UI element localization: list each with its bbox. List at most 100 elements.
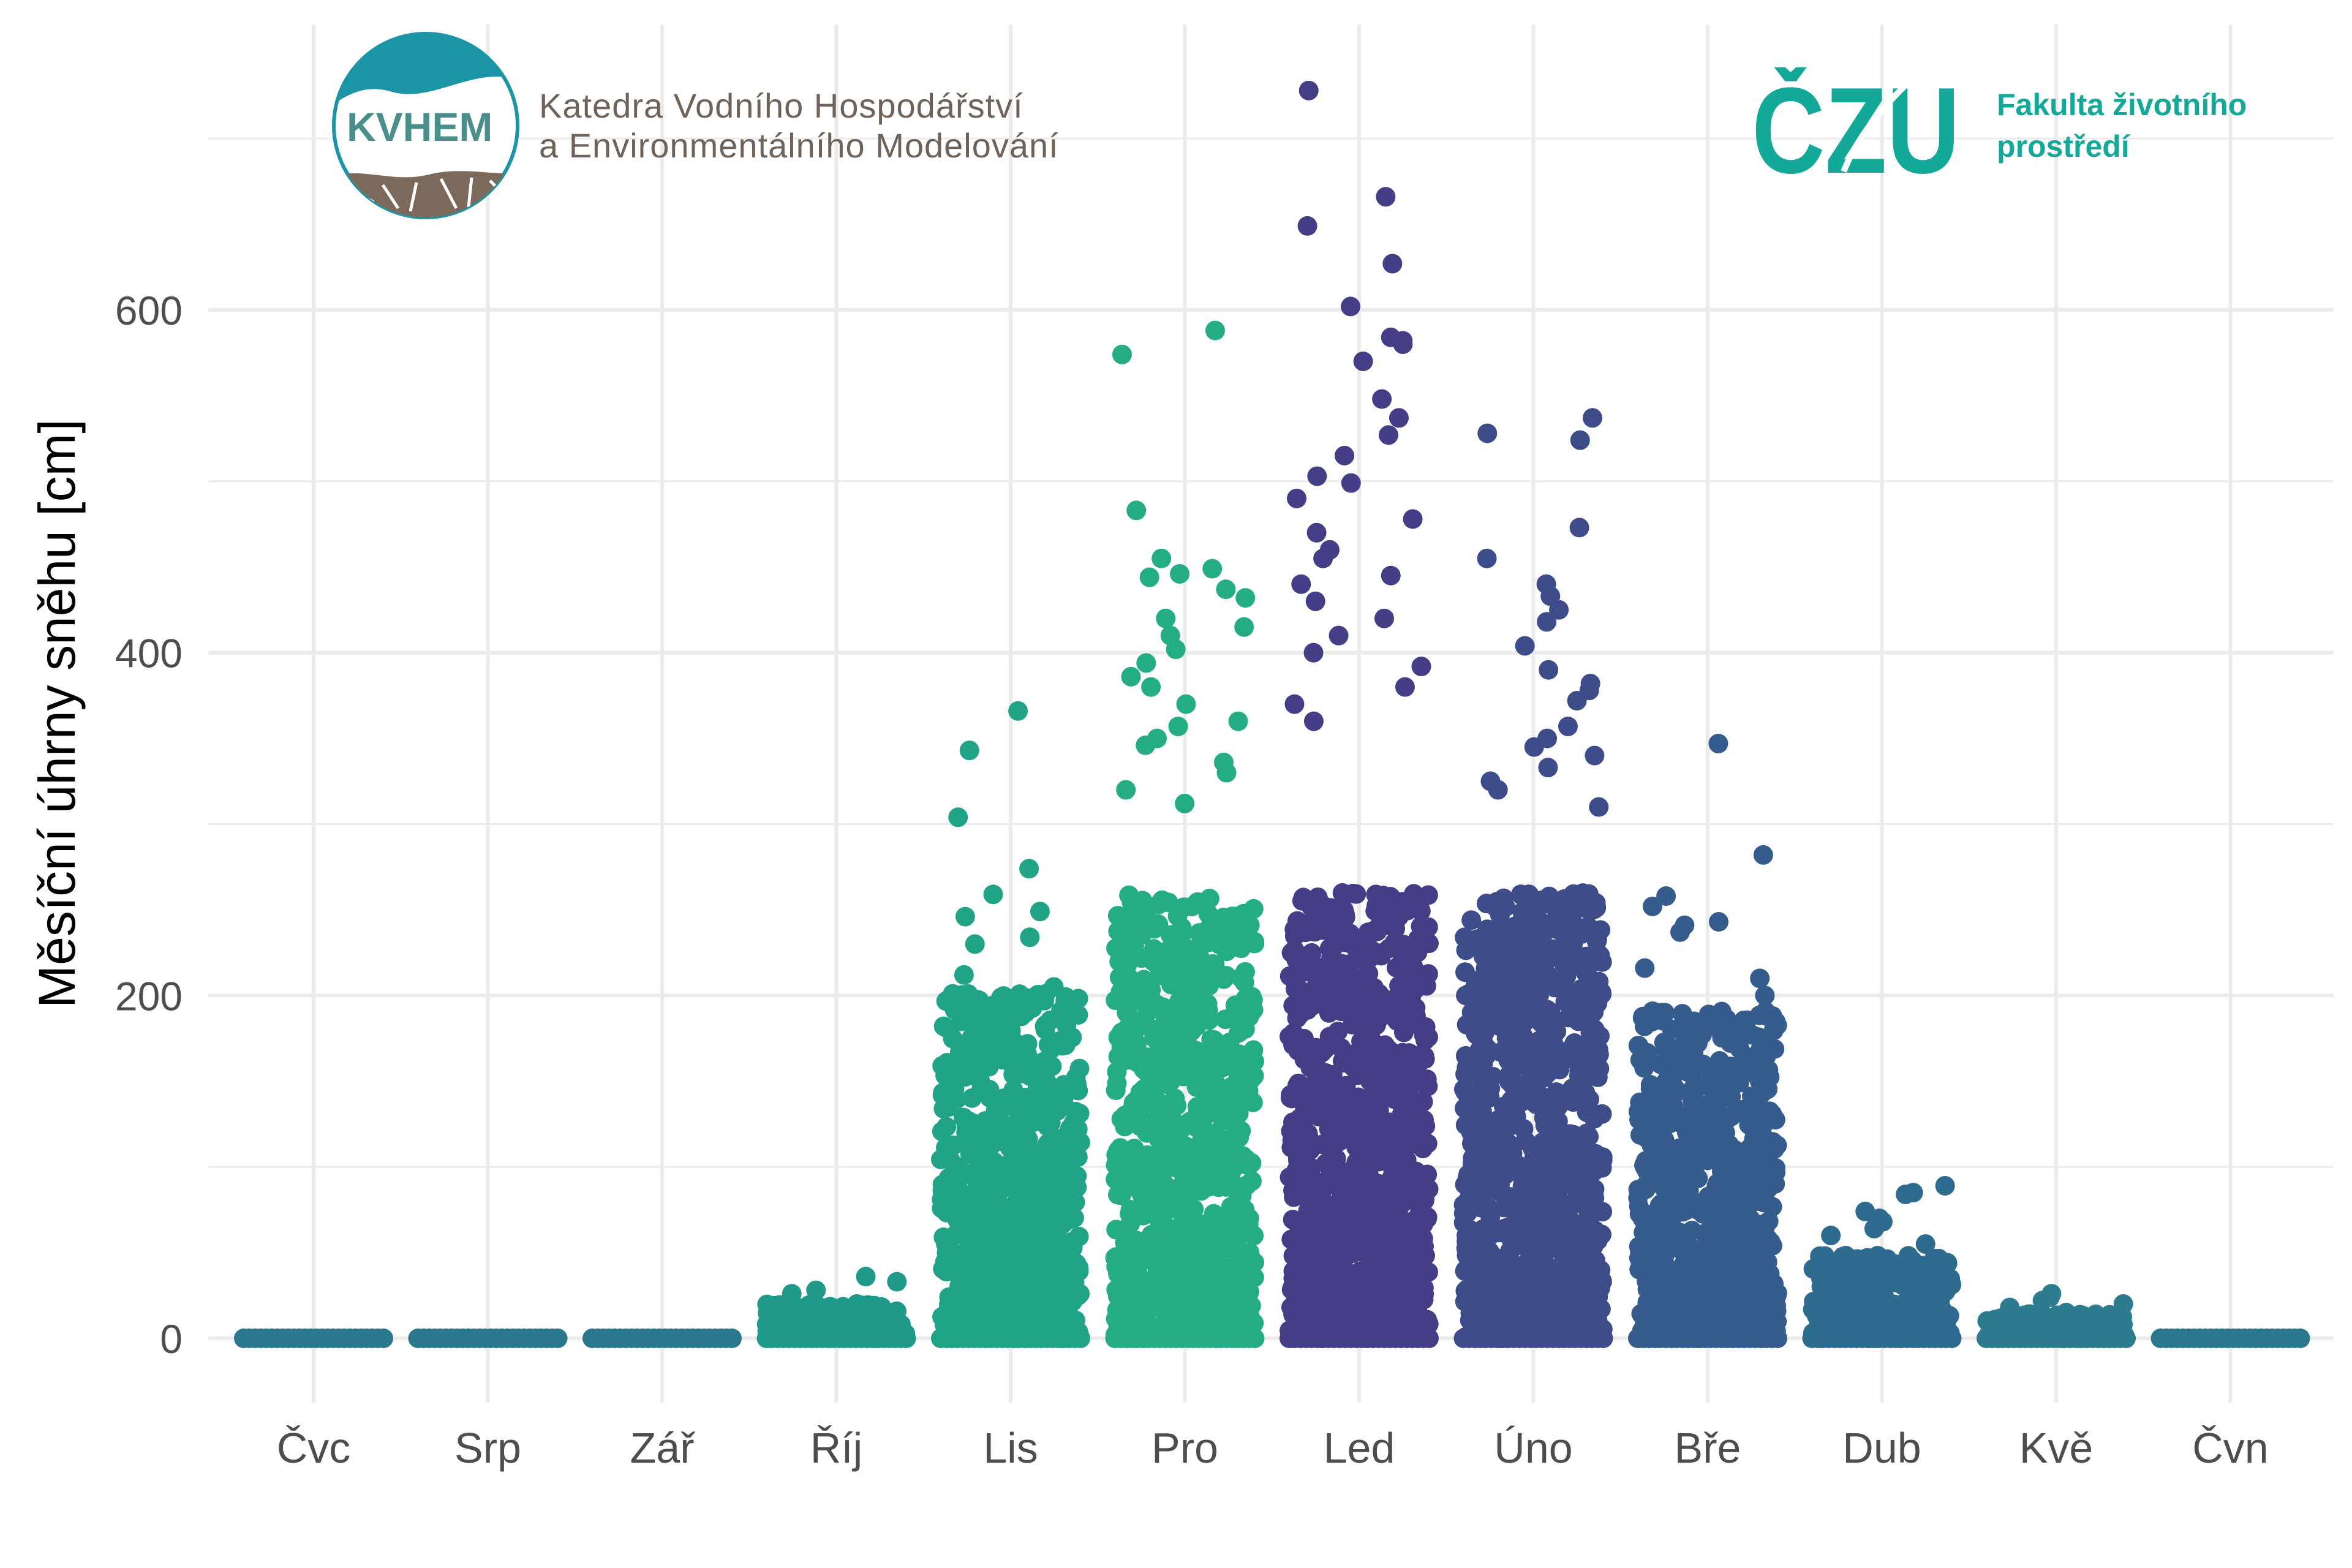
data-point	[1412, 1261, 1433, 1281]
data-point-outlier	[1569, 518, 1589, 538]
data-point	[1538, 949, 1558, 970]
data-point	[1519, 956, 1539, 976]
data-point	[1221, 1217, 1241, 1237]
data-point	[1651, 1246, 1671, 1267]
data-point	[1553, 952, 1574, 973]
data-point	[1498, 1312, 1518, 1332]
data-point	[1066, 1068, 1086, 1088]
data-point	[1233, 1146, 1253, 1166]
data-point	[1237, 1218, 1257, 1238]
data-point-outlier	[1298, 80, 1319, 100]
data-point	[1054, 1090, 1074, 1110]
data-point	[1357, 1038, 1378, 1058]
data-point	[1174, 1307, 1194, 1327]
series-Zář	[582, 1329, 742, 1348]
data-point	[1107, 1061, 1127, 1082]
data-point-outlier	[1235, 588, 1256, 608]
data-point	[1375, 1214, 1395, 1234]
data-point	[1482, 1115, 1502, 1136]
data-point	[1637, 1161, 1657, 1182]
data-point	[1302, 1158, 1322, 1178]
data-point	[1171, 1245, 1191, 1265]
data-point	[1529, 1222, 1549, 1242]
data-point	[1346, 970, 1366, 990]
data-point	[1238, 1279, 1258, 1299]
data-point	[1591, 920, 1611, 940]
data-point	[1129, 1296, 1150, 1316]
series-Bře	[1628, 733, 1787, 1348]
data-point	[1480, 1078, 1501, 1098]
data-point	[1487, 1292, 1507, 1312]
data-point	[1198, 1177, 1218, 1197]
data-point	[1405, 979, 1425, 1000]
data-point	[1630, 1092, 1650, 1112]
data-point	[1553, 1243, 1573, 1264]
data-point	[1369, 1067, 1389, 1087]
data-point	[1338, 954, 1358, 974]
data-point	[1480, 1245, 1501, 1265]
data-point	[1630, 1050, 1650, 1070]
data-point	[1360, 948, 1380, 968]
data-point	[1477, 1266, 1498, 1286]
data-point	[1669, 1049, 1689, 1069]
data-point-outlier	[1515, 636, 1535, 656]
data-point	[1030, 1197, 1050, 1218]
data-point	[1698, 1186, 1719, 1207]
data-point	[1295, 1242, 1315, 1262]
data-point-outlier	[1372, 389, 1392, 409]
data-point	[722, 1329, 742, 1348]
data-point	[1532, 1200, 1553, 1220]
data-point-outlier	[1549, 600, 1569, 620]
data-point-outlier	[1035, 990, 1055, 1011]
data-point	[1455, 1046, 1476, 1066]
data-point-outlier	[1166, 639, 1186, 660]
data-point	[1107, 1300, 1127, 1320]
data-point	[1513, 928, 1534, 948]
data-point	[1581, 1039, 1602, 1059]
data-point	[1563, 1092, 1583, 1112]
data-point	[1758, 1079, 1778, 1099]
data-point	[1511, 1276, 1531, 1296]
data-point	[1584, 899, 1604, 919]
data-point	[1366, 1302, 1387, 1322]
data-point	[1758, 1060, 1779, 1080]
data-point	[1106, 1280, 1126, 1300]
data-point-outlier	[1395, 677, 1415, 697]
data-point	[1373, 1122, 1393, 1142]
data-point	[1331, 1038, 1351, 1058]
data-point	[1687, 1107, 1708, 1128]
data-point	[896, 1329, 916, 1348]
data-point-outlier	[1538, 758, 1558, 778]
data-point-outlier	[1205, 320, 1225, 341]
data-point	[1411, 901, 1431, 921]
data-point	[1193, 1109, 1213, 1129]
data-point-outlier	[1537, 612, 1557, 632]
data-point	[1159, 939, 1180, 959]
data-point	[1703, 1015, 1724, 1035]
data-point	[1555, 1161, 1575, 1181]
data-point	[1368, 991, 1388, 1011]
data-point	[1548, 1312, 1568, 1332]
data-point	[1588, 1067, 1608, 1087]
data-point	[1287, 1008, 1307, 1028]
data-point	[1647, 1114, 1667, 1134]
data-point	[1495, 1218, 1515, 1238]
data-point	[1461, 910, 1482, 930]
data-point	[1017, 1034, 1038, 1054]
data-point-outlier	[1168, 716, 1188, 736]
data-point	[1221, 1197, 1241, 1217]
data-point	[1401, 1104, 1421, 1125]
data-point	[1163, 1267, 1183, 1287]
data-point-outlier	[1374, 608, 1394, 628]
data-point	[1194, 1234, 1215, 1254]
data-point	[1498, 1150, 1518, 1170]
data-point	[1688, 1147, 1708, 1167]
data-point	[1649, 1135, 1670, 1155]
data-point	[1537, 1000, 1557, 1020]
data-point	[1201, 1294, 1221, 1314]
data-point	[1564, 1125, 1584, 1145]
data-point	[1117, 1031, 1137, 1051]
data-point-outlier	[782, 1284, 802, 1304]
data-point	[940, 1136, 960, 1156]
